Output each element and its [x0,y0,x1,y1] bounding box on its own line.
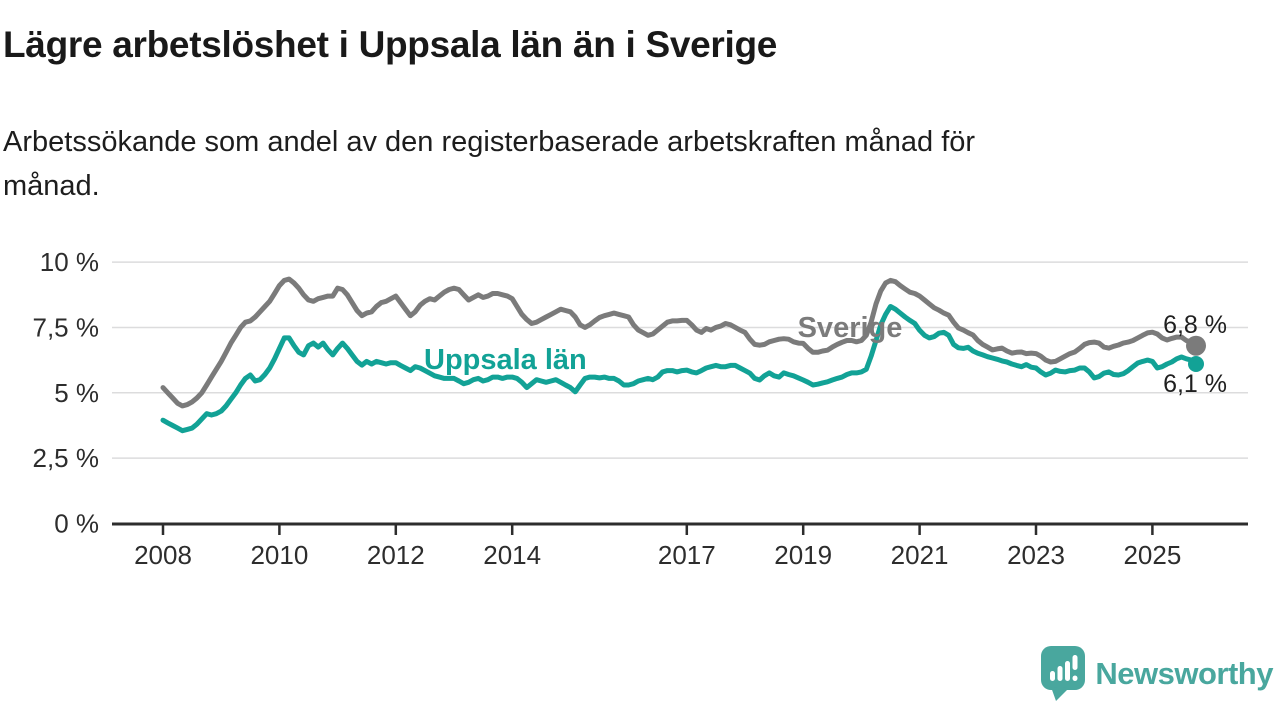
chart-title: Lägre arbetslöshet i Uppsala län än i Sv… [3,24,778,65]
chart-subtitle-line-2: månad. [3,170,100,202]
x-tick-label: 2017 [658,540,716,570]
newsworthy-wordmark: Newsworthy [1095,655,1273,691]
x-tick-label: 2023 [1007,540,1065,570]
y-tick-label: 10 % [40,247,99,277]
series-line-uppsala-l-n [160,304,1199,434]
end-value-label-sverige: 6,8 % [1163,311,1227,339]
series-end-dot-sverige [1186,335,1206,356]
chart-subtitle-line-1: Arbetssökande som andel av den registerb… [3,126,976,158]
x-tick-label: 2008 [134,540,192,570]
newsworthy-logo: Newsworthy [1040,646,1273,701]
x-tick-label: 2021 [891,540,949,570]
series-line-sverige [160,276,1199,409]
chart-subtitle: Arbetssökande som andel av den registerb… [3,120,975,208]
x-tick-label: 2014 [483,540,541,570]
x-tick-label: 2019 [774,540,832,570]
x-tick-label: 2025 [1123,540,1181,570]
x-tick-label: 2010 [250,540,308,570]
series-label-uppsala-l-n: Uppsala län [424,344,587,376]
x-tick-label: 2012 [367,540,425,570]
y-tick-label: 0 % [54,509,99,539]
series-label-sverige: Sverige [798,312,903,344]
y-tick-label: 7,5 % [33,312,100,342]
newsworthy-icon [1041,646,1086,701]
series-end-dot-uppsala-l-n [1188,356,1204,372]
end-value-label-uppsala-l-n: 6,1 % [1163,370,1227,398]
y-tick-label: 5 % [54,378,99,408]
y-tick-label: 2,5 % [33,443,100,473]
